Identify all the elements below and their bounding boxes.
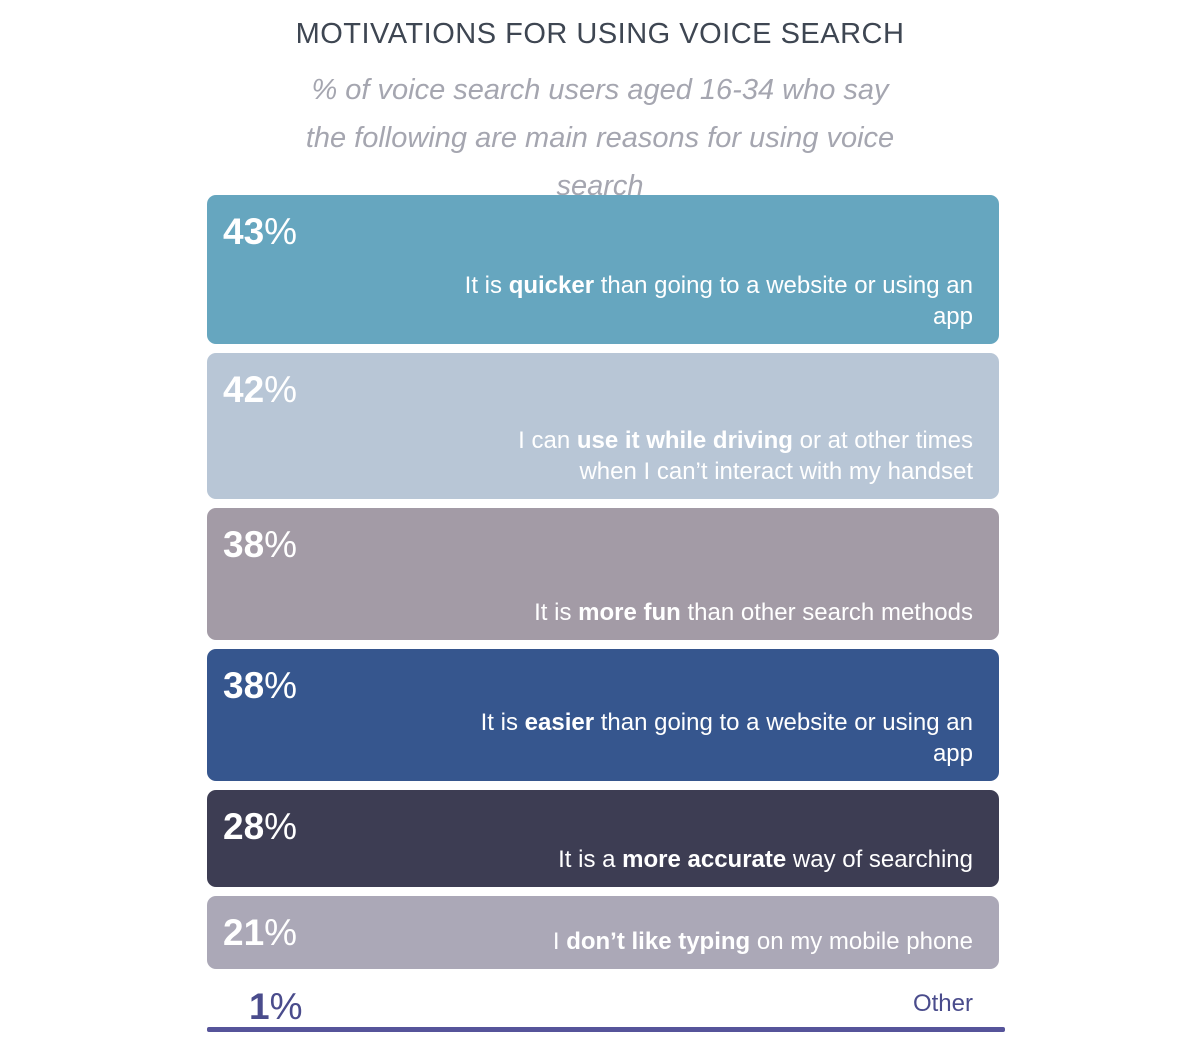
bar-6: 21% I don’t like typing on my mobile phon… [207, 896, 999, 969]
bar-category-label: It is more fun than other search methods [534, 599, 973, 626]
bar-value-label: 43% [223, 211, 298, 252]
bar-category-label: I don’t like typing on my mobile phone [552, 928, 973, 955]
bar-value-label: 21% [223, 912, 298, 953]
bar-category-label: It is quicker than going to a website or… [464, 272, 973, 330]
other-value: 1% [249, 986, 303, 1027]
bar-4: 38% It is easier than going to a website … [207, 649, 999, 781]
other-bar-line [207, 1027, 1005, 1032]
other-row: 1% Other [207, 980, 1005, 1032]
chart-title: MOTIVATIONS FOR USING VOICE SEARCH [295, 18, 905, 50]
bar-category-label: It is a more accurate way of searching [558, 846, 973, 873]
bar-5: 28% It is a more accurate way of searchin… [207, 790, 999, 887]
bar-category-label: It is easier than going to a website or … [480, 709, 973, 767]
bar-value-label: 28% [223, 806, 298, 847]
other-label: Other [912, 990, 973, 1017]
bar-1: 43% It is quicker than going to a website… [207, 195, 999, 344]
bar-value-label: 42% [223, 369, 298, 410]
bar-2: 42% I can use it while driving or at othe… [207, 353, 999, 499]
bar-value-label: 38% [223, 524, 298, 565]
bar-value-label: 38% [223, 665, 298, 706]
bar-3: 38% It is more fun than other search meth… [207, 508, 999, 640]
bar-category-label: I can use it while driving or at other t… [518, 427, 973, 485]
chart-subtitle: % of voice search users aged 16-34 who s… [305, 74, 895, 202]
